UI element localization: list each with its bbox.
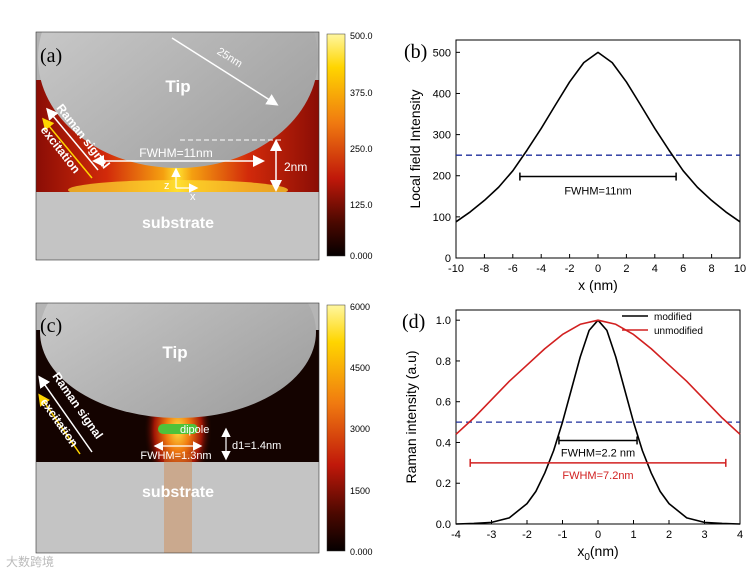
x-tick-label: -10 — [448, 263, 464, 275]
cbar-c-tick: 4500 — [350, 363, 370, 373]
x-axis-label-sub: 0 — [584, 552, 590, 563]
fwhm-label: FWHM=7.2nm — [562, 470, 633, 482]
y-tick-label: 0.4 — [436, 437, 451, 449]
x-tick-label: 4 — [652, 263, 658, 275]
chart-d: -4 -3 -2 -1 0 1 2 3 4 0.0 0.2 0.4 0.6 0.8 1.0 FWHM=2.2 … — [402, 309, 743, 563]
y-tick-label: 0.8 — [436, 356, 451, 368]
panel-c-colorbar-ticks: 6000 4500 3000 1500 0.000 — [350, 302, 373, 557]
panel-a-label: (a) — [40, 45, 62, 67]
x-tick-label: -4 — [451, 529, 461, 541]
panel-a-colorbar-ticks: 500.0 375.0 250.0 125.0 0.000 — [350, 31, 373, 261]
cbar-c-tick: 0.000 — [350, 547, 373, 557]
fwhm-label: FWHM=11nm — [564, 186, 631, 198]
panel-a-tip — [38, 32, 318, 168]
panel-a-substrate — [36, 192, 319, 260]
x-axis-label-rest: (nm) — [590, 543, 619, 559]
plot-frame — [455, 309, 741, 525]
x-tick-label: 0 — [595, 529, 601, 541]
x-tick-label: 6 — [680, 263, 686, 275]
panel-a-colorbar — [326, 33, 346, 257]
x-tick-label: 8 — [709, 263, 715, 275]
y-tick-label: 100 — [433, 212, 451, 224]
panel-a-raman-arrow — [46, 107, 99, 171]
panel-a-radius-arrow — [171, 37, 279, 106]
x-tick-label: 2 — [666, 529, 672, 541]
chart-b: -10 -8 -6 -4 -2 0 2 4 6 8 100100200300400500FWHM=1… — [404, 39, 746, 293]
cbar-a-tick: 250.0 — [350, 144, 373, 154]
panel-c-dipole-label: dipole — [180, 424, 209, 436]
panel-a-substrate-label: substrate — [142, 215, 214, 232]
y-tick-label: 500 — [433, 47, 451, 59]
y-tick-label: 200 — [433, 171, 451, 183]
panel-a-gap-label: 2nm — [284, 160, 307, 174]
x-tick-label: 1 — [630, 529, 636, 541]
series-line-unmodified — [455, 319, 741, 435]
legend-label: unmodified — [654, 326, 703, 337]
x-tick-label: -4 — [536, 263, 546, 275]
x-tick-label: 10 — [734, 263, 746, 275]
x-axis-label-main: x — [577, 543, 584, 559]
y-tick-label: 0.6 — [436, 397, 451, 409]
watermark: 大数跨境 — [6, 554, 54, 569]
cbar-a-tick: 500.0 — [350, 31, 373, 41]
panel-c-colorbar — [326, 304, 346, 552]
cbar-c-tick: 1500 — [350, 486, 370, 496]
cbar-a-tick: 375.0 — [350, 88, 373, 98]
x-tick-label: -8 — [480, 263, 490, 275]
cbar-c-tick: 6000 — [350, 302, 370, 312]
legend-label: modified — [654, 312, 692, 323]
series-line-local-field — [455, 51, 741, 223]
panel-c-substrate-label: substrate — [142, 484, 214, 501]
panel-a-z-label: z — [164, 180, 170, 192]
panel-c-fwhm-label: FWHM=1.3nm — [140, 450, 211, 462]
panel-a-tip-label: Tip — [165, 77, 190, 96]
x-tick-label: 3 — [701, 529, 707, 541]
x-tick-label: 4 — [737, 529, 743, 541]
panel-c-d1-label: d1=1.4nm — [232, 440, 281, 452]
panel-c-substrate — [36, 462, 319, 553]
x-axis-label: x (nm) — [578, 277, 618, 293]
y-tick-label: 0.2 — [436, 478, 451, 490]
y-tick-label: 0 — [445, 253, 451, 265]
fwhm-label: FWHM=2.2 nm — [561, 447, 635, 459]
panel-c-tip-label: Tip — [162, 343, 187, 362]
panel-c-raman-arrow — [38, 375, 93, 453]
x-tick-label: -6 — [508, 263, 518, 275]
panel-a-excitation-arrow — [42, 117, 93, 179]
plot-frame — [455, 39, 741, 259]
cbar-c-tick: 3000 — [350, 424, 370, 434]
panel-label: (d) — [402, 311, 425, 333]
panel-a-fwhm-label: FWHM=11nm — [139, 146, 212, 160]
panel-c-label: (c) — [40, 315, 62, 337]
x-tick-label: -2 — [522, 529, 532, 541]
x-tick-label: -1 — [558, 529, 568, 541]
y-tick-label: 1.0 — [436, 315, 451, 327]
panel-label: (b) — [404, 41, 427, 63]
cbar-a-tick: 125.0 — [350, 200, 373, 210]
x-tick-label: 2 — [623, 263, 629, 275]
x-tick-label: -3 — [487, 529, 497, 541]
x-tick-label: -2 — [565, 263, 575, 275]
panel-a-x-label: x — [190, 191, 196, 203]
y-axis-label: Raman intensity (a.u) — [403, 350, 419, 483]
y-tick-label: 0.0 — [436, 519, 451, 531]
y-tick-label: 300 — [433, 130, 451, 142]
x-tick-label: 0 — [595, 263, 601, 275]
cbar-a-tick: 0.000 — [350, 251, 373, 261]
y-axis-label: Local field Intensity — [407, 89, 423, 208]
panel-c-dipole-shape — [158, 424, 198, 434]
panel-c-excitation-arrow — [38, 393, 81, 455]
x-axis-label: x0(nm) — [577, 543, 618, 563]
panel-c-tip — [40, 303, 316, 418]
y-tick-label: 400 — [433, 88, 451, 100]
